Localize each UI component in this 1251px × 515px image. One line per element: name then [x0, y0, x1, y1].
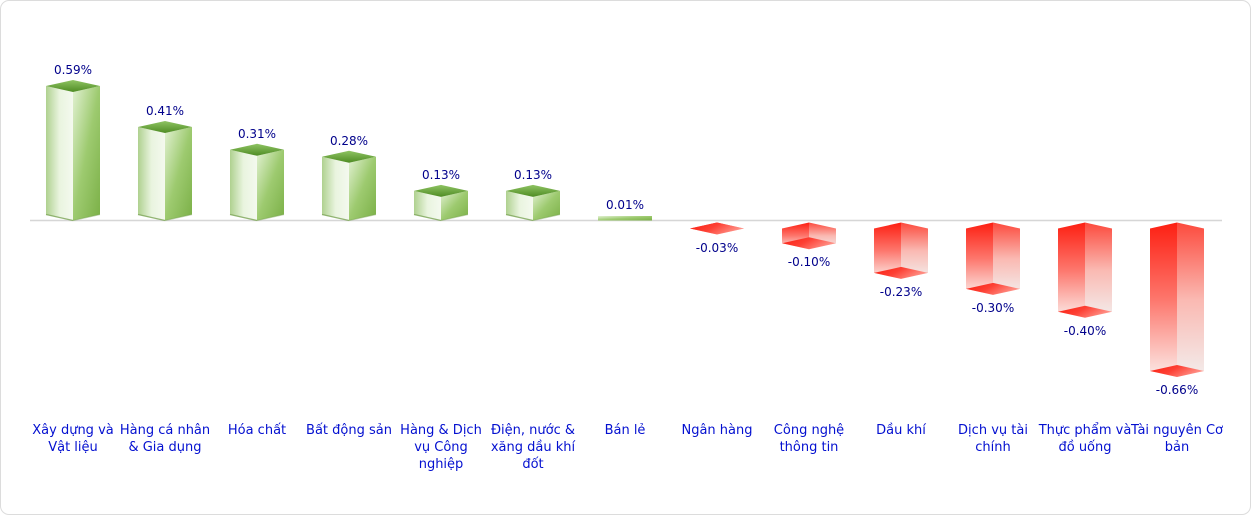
bar-bottom-face: [690, 222, 744, 235]
bar-bottom-face: [1150, 365, 1204, 377]
bar-right-face: [349, 156, 376, 221]
bar-right-face: [73, 86, 100, 221]
bar-top-face: [138, 121, 192, 133]
bar-bottom-edge: [256, 213, 285, 222]
bar-bottom-edge: [137, 213, 166, 222]
bar-1: [137, 121, 193, 222]
bar-7: [690, 222, 744, 235]
bar-left-face: [414, 190, 441, 221]
bar-11: [1058, 222, 1112, 318]
bar-top-face: [414, 184, 468, 197]
bar-left-face: [874, 222, 901, 279]
bar-top-face: [322, 150, 376, 163]
bar-12: [1150, 222, 1204, 377]
bar-4: [413, 184, 469, 222]
bar-bottom-edge: [164, 213, 193, 222]
bar-bottom-edge: [440, 213, 469, 222]
bar-bottom-face: [966, 282, 1020, 295]
bar-left-face: [506, 190, 533, 221]
bar-8: [782, 222, 836, 250]
bar-left-face: [230, 149, 257, 221]
bar-bottom-face: [782, 237, 836, 250]
bar-5: [505, 184, 561, 222]
bar-bottom-edge: [505, 213, 534, 222]
bar-right-face: [1177, 222, 1204, 377]
bar-bottom-edge: [348, 213, 377, 222]
bar-bottom-face: [874, 266, 928, 279]
bar-right-face: [533, 190, 560, 221]
bar-left-face: [966, 222, 993, 295]
bar-top-face: [46, 80, 100, 92]
bar-left-face: [1150, 222, 1177, 377]
bar-bottom-edge: [229, 213, 258, 222]
bar-10: [966, 222, 1020, 295]
bar-bottom-face: [1058, 305, 1112, 318]
bar-bottom-edge: [321, 213, 350, 222]
bar-bottom-edge: [532, 213, 561, 222]
bar-left-face: [322, 156, 349, 221]
bar-left-face: [1058, 222, 1085, 318]
bar-right-face: [165, 127, 192, 221]
bar-6: [598, 216, 652, 221]
bar-right-face: [901, 222, 928, 279]
bar-right-face: [993, 222, 1020, 295]
bar-0: [45, 80, 101, 222]
bar-right-face: [1085, 222, 1112, 318]
bar-right-face: [257, 149, 284, 221]
bar-right-face: [441, 190, 468, 221]
bar-sliver-face: [598, 216, 652, 221]
bar-bottom-edge: [72, 213, 101, 222]
bar-top-face: [506, 184, 560, 197]
bar-bottom-edge: [45, 213, 74, 222]
bar-left-face: [138, 127, 165, 221]
bar-left-face: [46, 86, 73, 221]
bar-bottom-edge: [413, 213, 442, 222]
bar-top-face: [230, 143, 284, 156]
bar-9: [874, 222, 928, 279]
bar-2: [229, 143, 285, 222]
bar-3: [321, 150, 377, 222]
